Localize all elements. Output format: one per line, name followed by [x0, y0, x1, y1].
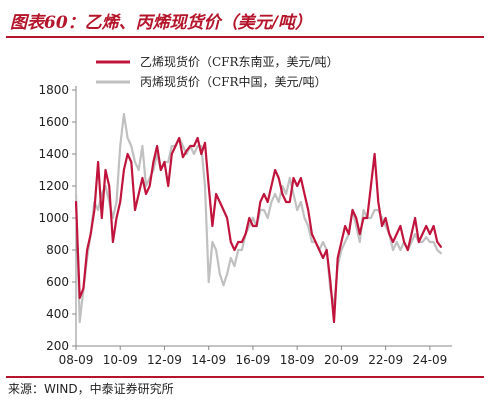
- y-tick-label: 1000: [38, 211, 69, 225]
- title-divider: [6, 36, 484, 38]
- legend: 乙烯现货价（CFR东南亚，美元/吨） 丙烯现货价（CFR中国，美元/吨）: [96, 54, 339, 89]
- x-tick-label: 20-09: [324, 353, 359, 367]
- ethylene-series-line: [74, 136, 442, 324]
- x-tick-label: 08-09: [59, 353, 94, 367]
- x-tick-label: 16-09: [236, 353, 271, 367]
- x-tick-label: 12-09: [147, 353, 182, 367]
- x-tick-label: 18-09: [280, 353, 315, 367]
- series-group: [74, 112, 442, 324]
- axes: [75, 86, 452, 347]
- y-tick-label: 1600: [38, 115, 69, 129]
- legend-label: 丙烯现货价（CFR中国，美元/吨）: [140, 74, 327, 89]
- y-tick-label: 400: [46, 307, 69, 321]
- x-axis: 08-09 10-09 12-09 14-09 16-09 18-09 20-09 22-09…: [59, 346, 447, 367]
- y-tick-label: 200: [46, 339, 69, 353]
- title-bar: 图表60：乙烯、丙烯现货价（美元/吨）: [6, 4, 484, 38]
- source-note: 来源：WIND，中泰证券研究所: [8, 382, 174, 396]
- y-tick-label: 800: [46, 243, 69, 257]
- x-tick-label: 22-09: [368, 353, 403, 367]
- x-tick-label: 14-09: [191, 353, 226, 367]
- line-chart: 乙烯现货价（CFR东南亚，美元/吨） 丙烯现货价（CFR中国，美元/吨） 200 4…: [38, 54, 452, 367]
- y-tick-label: 600: [46, 275, 69, 289]
- x-tick-label: 24-09: [412, 353, 447, 367]
- y-tick-label: 1800: [38, 83, 69, 97]
- y-axis: 200 400 600 800 1000 1200 1400 1600 1800: [38, 83, 76, 353]
- x-tick-label: 10-09: [103, 353, 138, 367]
- chart-title: 图表60：乙烯、丙烯现货价（美元/吨）: [10, 13, 312, 33]
- y-tick-label: 1400: [38, 147, 69, 161]
- y-tick-label: 1200: [38, 179, 69, 193]
- footer-divider: [6, 376, 484, 378]
- legend-label: 乙烯现货价（CFR东南亚，美元/吨）: [140, 54, 339, 69]
